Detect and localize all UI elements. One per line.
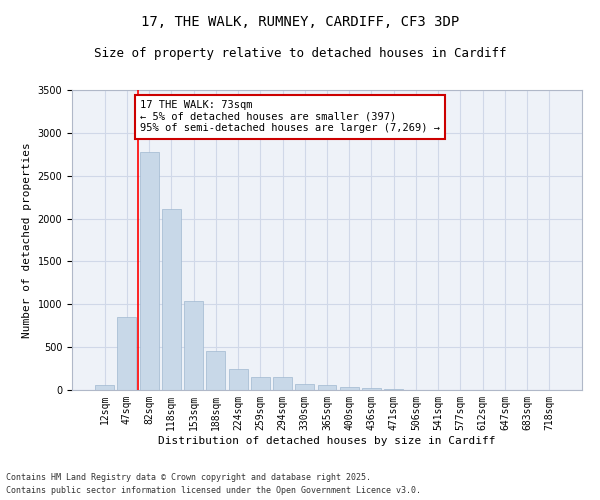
Bar xyxy=(340,387,359,390)
Y-axis label: Number of detached properties: Number of detached properties xyxy=(22,142,32,338)
Bar xyxy=(184,301,203,390)
Bar xyxy=(118,317,136,390)
Bar xyxy=(273,376,292,390)
X-axis label: Distribution of detached houses by size in Cardiff: Distribution of detached houses by size … xyxy=(158,436,496,446)
Text: Contains public sector information licensed under the Open Government Licence v3: Contains public sector information licen… xyxy=(6,486,421,495)
Bar xyxy=(251,376,270,390)
Text: Size of property relative to detached houses in Cardiff: Size of property relative to detached ho… xyxy=(94,48,506,60)
Bar xyxy=(140,152,158,390)
Bar xyxy=(162,209,181,390)
Bar xyxy=(384,389,403,390)
Text: Contains HM Land Registry data © Crown copyright and database right 2025.: Contains HM Land Registry data © Crown c… xyxy=(6,474,371,482)
Bar xyxy=(317,386,337,390)
Bar xyxy=(295,384,314,390)
Bar xyxy=(206,350,225,390)
Bar xyxy=(229,368,248,390)
Text: 17, THE WALK, RUMNEY, CARDIFF, CF3 3DP: 17, THE WALK, RUMNEY, CARDIFF, CF3 3DP xyxy=(141,15,459,29)
Text: 17 THE WALK: 73sqm
← 5% of detached houses are smaller (397)
95% of semi-detache: 17 THE WALK: 73sqm ← 5% of detached hous… xyxy=(140,100,440,134)
Bar xyxy=(95,386,114,390)
Bar xyxy=(362,388,381,390)
